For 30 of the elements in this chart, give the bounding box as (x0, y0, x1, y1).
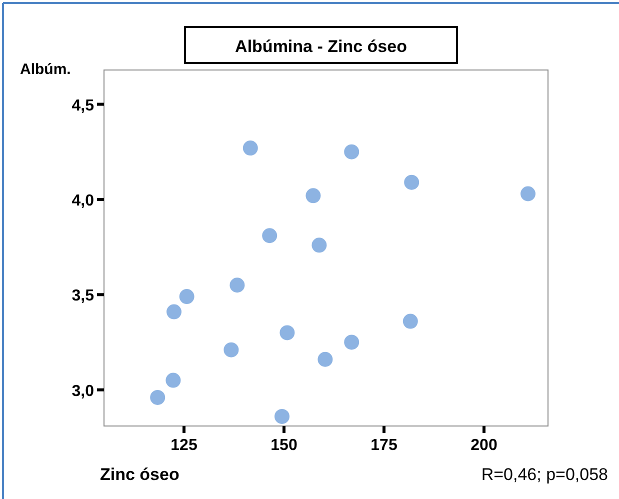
point (274, 408, 290, 424)
point (520, 186, 536, 202)
x-tick-label: 175 (370, 437, 398, 454)
point (150, 390, 166, 405)
point (312, 238, 327, 253)
x-tick-label: 150 (270, 437, 298, 454)
y-axis-title: Albúm. (20, 61, 71, 78)
point (166, 372, 181, 388)
chart-title: Albúmina - Zinc óseo (235, 37, 407, 56)
y-tick-label: 4,0 (72, 192, 94, 210)
point (224, 342, 239, 358)
point (262, 228, 278, 244)
point (318, 352, 333, 367)
point (242, 140, 258, 156)
point (280, 325, 295, 340)
point (344, 334, 360, 350)
x-tick-label: 125 (170, 437, 198, 454)
point (404, 174, 420, 190)
y-tick-label: 3,0 (72, 382, 94, 400)
point (344, 144, 360, 160)
x-axis-title: Zinc óseo (100, 465, 180, 484)
x-tick-label: 200 (470, 437, 498, 454)
text: R=0,46; p=0,058 (481, 465, 608, 484)
point (179, 289, 194, 304)
point (166, 304, 182, 320)
point (402, 314, 418, 329)
point (306, 188, 321, 204)
y-tick-label: 4,5 (72, 97, 94, 114)
y-tick-label: 3,5 (72, 288, 94, 305)
point (230, 278, 245, 293)
